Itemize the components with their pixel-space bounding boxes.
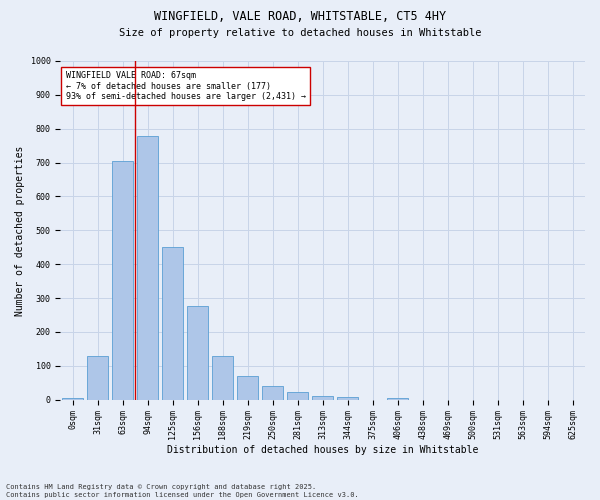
Bar [237, 376, 258, 400]
Bar [137, 136, 158, 400]
Bar [112, 162, 133, 400]
X-axis label: Distribution of detached houses by size in Whitstable: Distribution of detached houses by size … [167, 445, 478, 455]
Bar [187, 306, 208, 400]
Bar [87, 356, 109, 400]
Bar [62, 398, 83, 400]
Bar [287, 392, 308, 400]
Text: Contains HM Land Registry data © Crown copyright and database right 2025.
Contai: Contains HM Land Registry data © Crown c… [6, 484, 359, 498]
Bar [312, 396, 333, 400]
Text: WINGFIELD VALE ROAD: 67sqm
← 7% of detached houses are smaller (177)
93% of semi: WINGFIELD VALE ROAD: 67sqm ← 7% of detac… [65, 71, 305, 101]
Bar [262, 386, 283, 400]
Bar [387, 398, 408, 400]
Bar [162, 247, 184, 400]
Bar [337, 397, 358, 400]
Y-axis label: Number of detached properties: Number of detached properties [15, 145, 25, 316]
Text: Size of property relative to detached houses in Whitstable: Size of property relative to detached ho… [119, 28, 481, 38]
Bar [212, 356, 233, 400]
Text: WINGFIELD, VALE ROAD, WHITSTABLE, CT5 4HY: WINGFIELD, VALE ROAD, WHITSTABLE, CT5 4H… [154, 10, 446, 23]
